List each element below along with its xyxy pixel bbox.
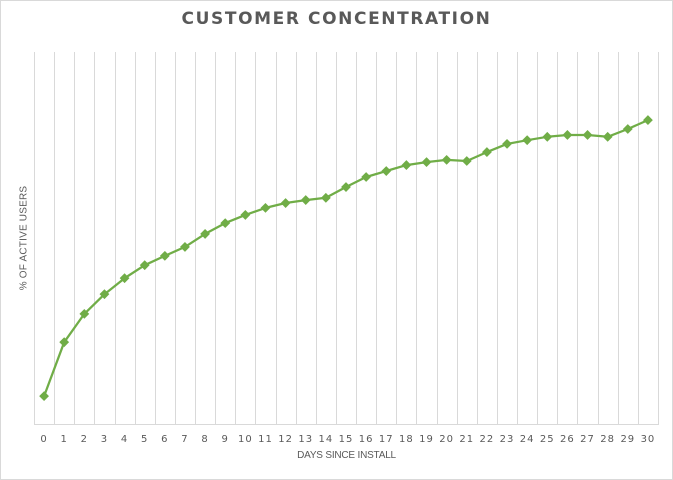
diamond-marker [240,210,251,220]
diamond-marker [461,156,472,166]
diamond-marker [320,192,331,203]
x-tick-label: 18 [399,434,414,445]
x-tick-label: 6 [161,434,168,445]
diamond-marker [260,202,271,213]
diamond-marker [643,115,653,125]
diamond-marker [421,157,432,168]
x-tick-label: 25 [540,434,555,445]
x-tick-label: 20 [439,434,454,445]
x-tick-label: 26 [560,434,575,445]
x-tick-label: 10 [238,434,253,445]
x-tick-label: 5 [141,434,148,445]
diamond-marker [79,308,90,319]
x-tick-label: 23 [500,434,515,445]
diamond-marker [341,182,351,192]
diamond-marker [180,242,190,252]
x-tick-label: 9 [222,434,229,445]
x-tick-label: 12 [278,434,293,445]
x-tick-label: 11 [258,434,273,445]
diamond-marker [361,172,372,182]
diamond-marker [159,250,170,261]
diamond-marker [59,337,70,348]
diamond-marker [602,131,613,142]
diamond-marker [119,273,130,284]
x-tick-label: 24 [520,434,535,445]
x-tick-label: 19 [419,434,434,445]
x-tick-label: 14 [319,434,334,445]
diamond-marker [280,198,291,208]
diamond-marker [582,130,593,140]
diamond-marker [502,138,512,149]
y-axis-label-text: % OF ACTIVE USERS [18,185,30,291]
x-tick-label: 28 [600,434,615,445]
diamond-marker [542,131,553,142]
x-tick-label: 2 [81,434,88,445]
diamond-marker [401,160,412,170]
x-tick-label: 13 [298,434,313,445]
x-tick-label: 1 [61,434,68,445]
x-axis-ticks: 0 1 2 3 4 5 6 7 8 9 10 11 12 13 14 15 16 17 18 19 20 21 22 23 24… [40,434,656,445]
diamond-marker [622,124,633,134]
chart-title: CUSTOMER CONCENTRATION [181,9,492,29]
gridlines [34,52,659,425]
diamond-marker [200,229,211,239]
x-tick-label: 21 [459,434,474,445]
x-tick-label: 3 [101,434,108,445]
diamond-marker [441,154,452,165]
diamond-marker [562,130,573,140]
x-tick-label: 30 [641,434,656,445]
diamond-marker [300,195,311,205]
diamond-marker [522,135,533,146]
diamond-marker [139,260,150,271]
x-tick-label: 7 [181,434,188,445]
x-tick-label: 15 [339,434,354,445]
x-axis-label: DAYS SINCE INSTALL [297,450,396,461]
x-tick-label: 0 [40,434,47,445]
x-tick-label: 8 [201,434,208,445]
x-tick-label: 29 [620,434,635,445]
x-tick-label: 27 [580,434,595,445]
series-markers [39,115,653,402]
diamond-marker [481,147,492,157]
x-tick-label: 22 [480,434,495,445]
diamond-marker [99,289,110,300]
diamond-marker [220,218,231,229]
x-tick-label: 16 [359,434,374,445]
diamond-marker [39,391,49,402]
x-tick-label: 4 [121,434,128,445]
diamond-marker [381,166,392,176]
x-tick-label: 17 [379,434,394,445]
